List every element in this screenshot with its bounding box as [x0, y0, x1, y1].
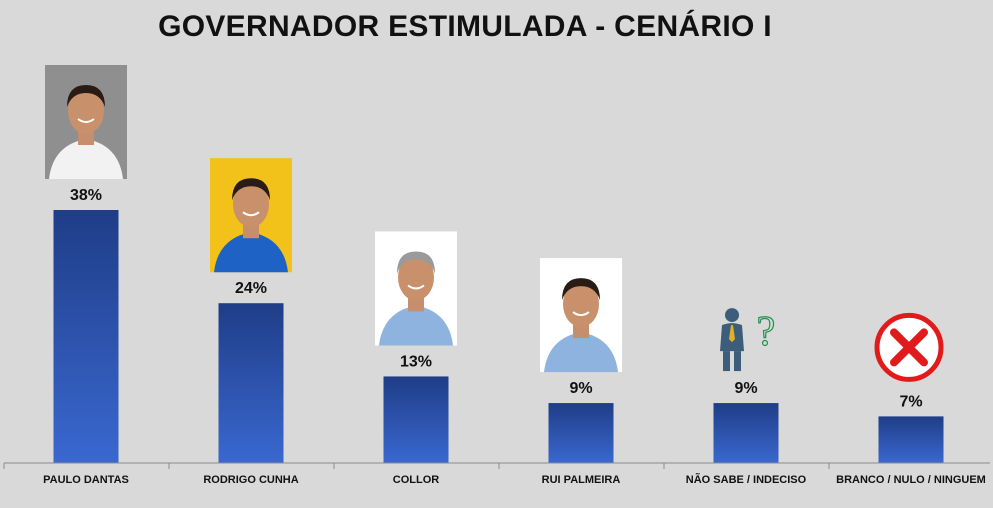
data-label: 13% [400, 353, 432, 370]
bar [53, 210, 119, 463]
data-label: 7% [899, 393, 922, 410]
category-label: COLLOR [393, 474, 439, 486]
chart-title: GOVERNADOR ESTIMULADA - CENÁRIO I [158, 10, 772, 43]
category-label: BRANCO / NULO / NINGUEM [836, 474, 986, 486]
undecided-person-icon: ? [720, 308, 776, 372]
candidate-photo [375, 231, 457, 346]
bar [548, 403, 614, 463]
category-label: RUI PALMEIRA [542, 474, 621, 486]
red-x-icon [874, 312, 944, 382]
category-label: NÃO SABE / INDECISO [686, 473, 807, 486]
candidate-photo [210, 158, 292, 273]
bar [218, 303, 284, 463]
data-label: 9% [734, 380, 757, 397]
category-label: RODRIGO CUNHA [203, 474, 298, 486]
bar [383, 376, 449, 463]
candidate-photo [540, 258, 622, 373]
bar [878, 416, 944, 463]
data-label: 38% [70, 187, 102, 204]
candidate-photo [45, 65, 127, 179]
category-label: PAULO DANTAS [43, 474, 129, 486]
question-mark-icon: ? [757, 309, 776, 355]
bar [713, 403, 779, 463]
data-label: 9% [569, 380, 592, 397]
data-label: 24% [235, 280, 267, 297]
